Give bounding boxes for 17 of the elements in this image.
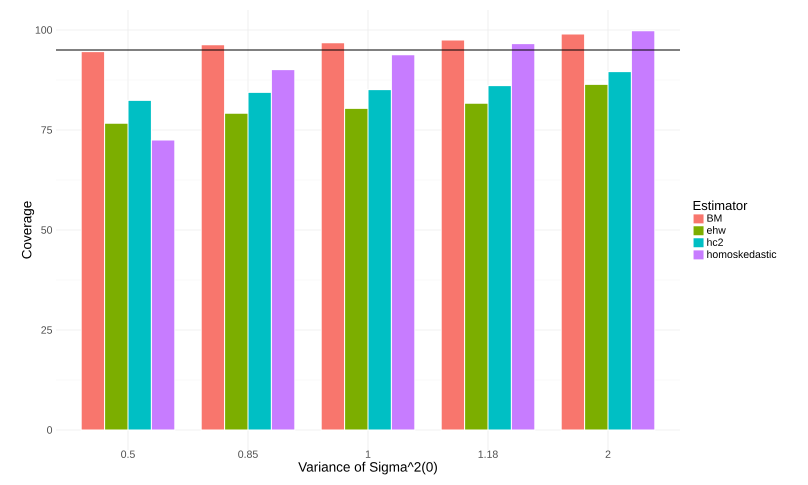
- x-tick-label: 2: [606, 450, 610, 458]
- y-tick-label: 25: [41, 326, 52, 334]
- y-tick-label: 75: [41, 126, 52, 134]
- legend-label: BM: [707, 214, 722, 222]
- x-axis-title: Variance of Sigma^2(0): [298, 462, 437, 474]
- y-tick-label: 50: [41, 226, 52, 234]
- legend-label: ehw: [707, 226, 726, 234]
- y-tick-label: 100: [36, 26, 52, 34]
- x-tick-label: 1.18: [478, 450, 498, 458]
- legend-label: homoskedastic: [707, 250, 776, 258]
- y-tick-label: 0: [47, 426, 52, 434]
- x-tick-label: 0.5: [121, 450, 135, 458]
- y-axis-title: Coverage: [22, 201, 34, 259]
- legend-title: Estimator: [694, 200, 748, 210]
- x-tick-label: 1: [366, 450, 370, 458]
- x-tick-label: 0.85: [238, 450, 258, 458]
- legend-label: hc2: [707, 238, 723, 246]
